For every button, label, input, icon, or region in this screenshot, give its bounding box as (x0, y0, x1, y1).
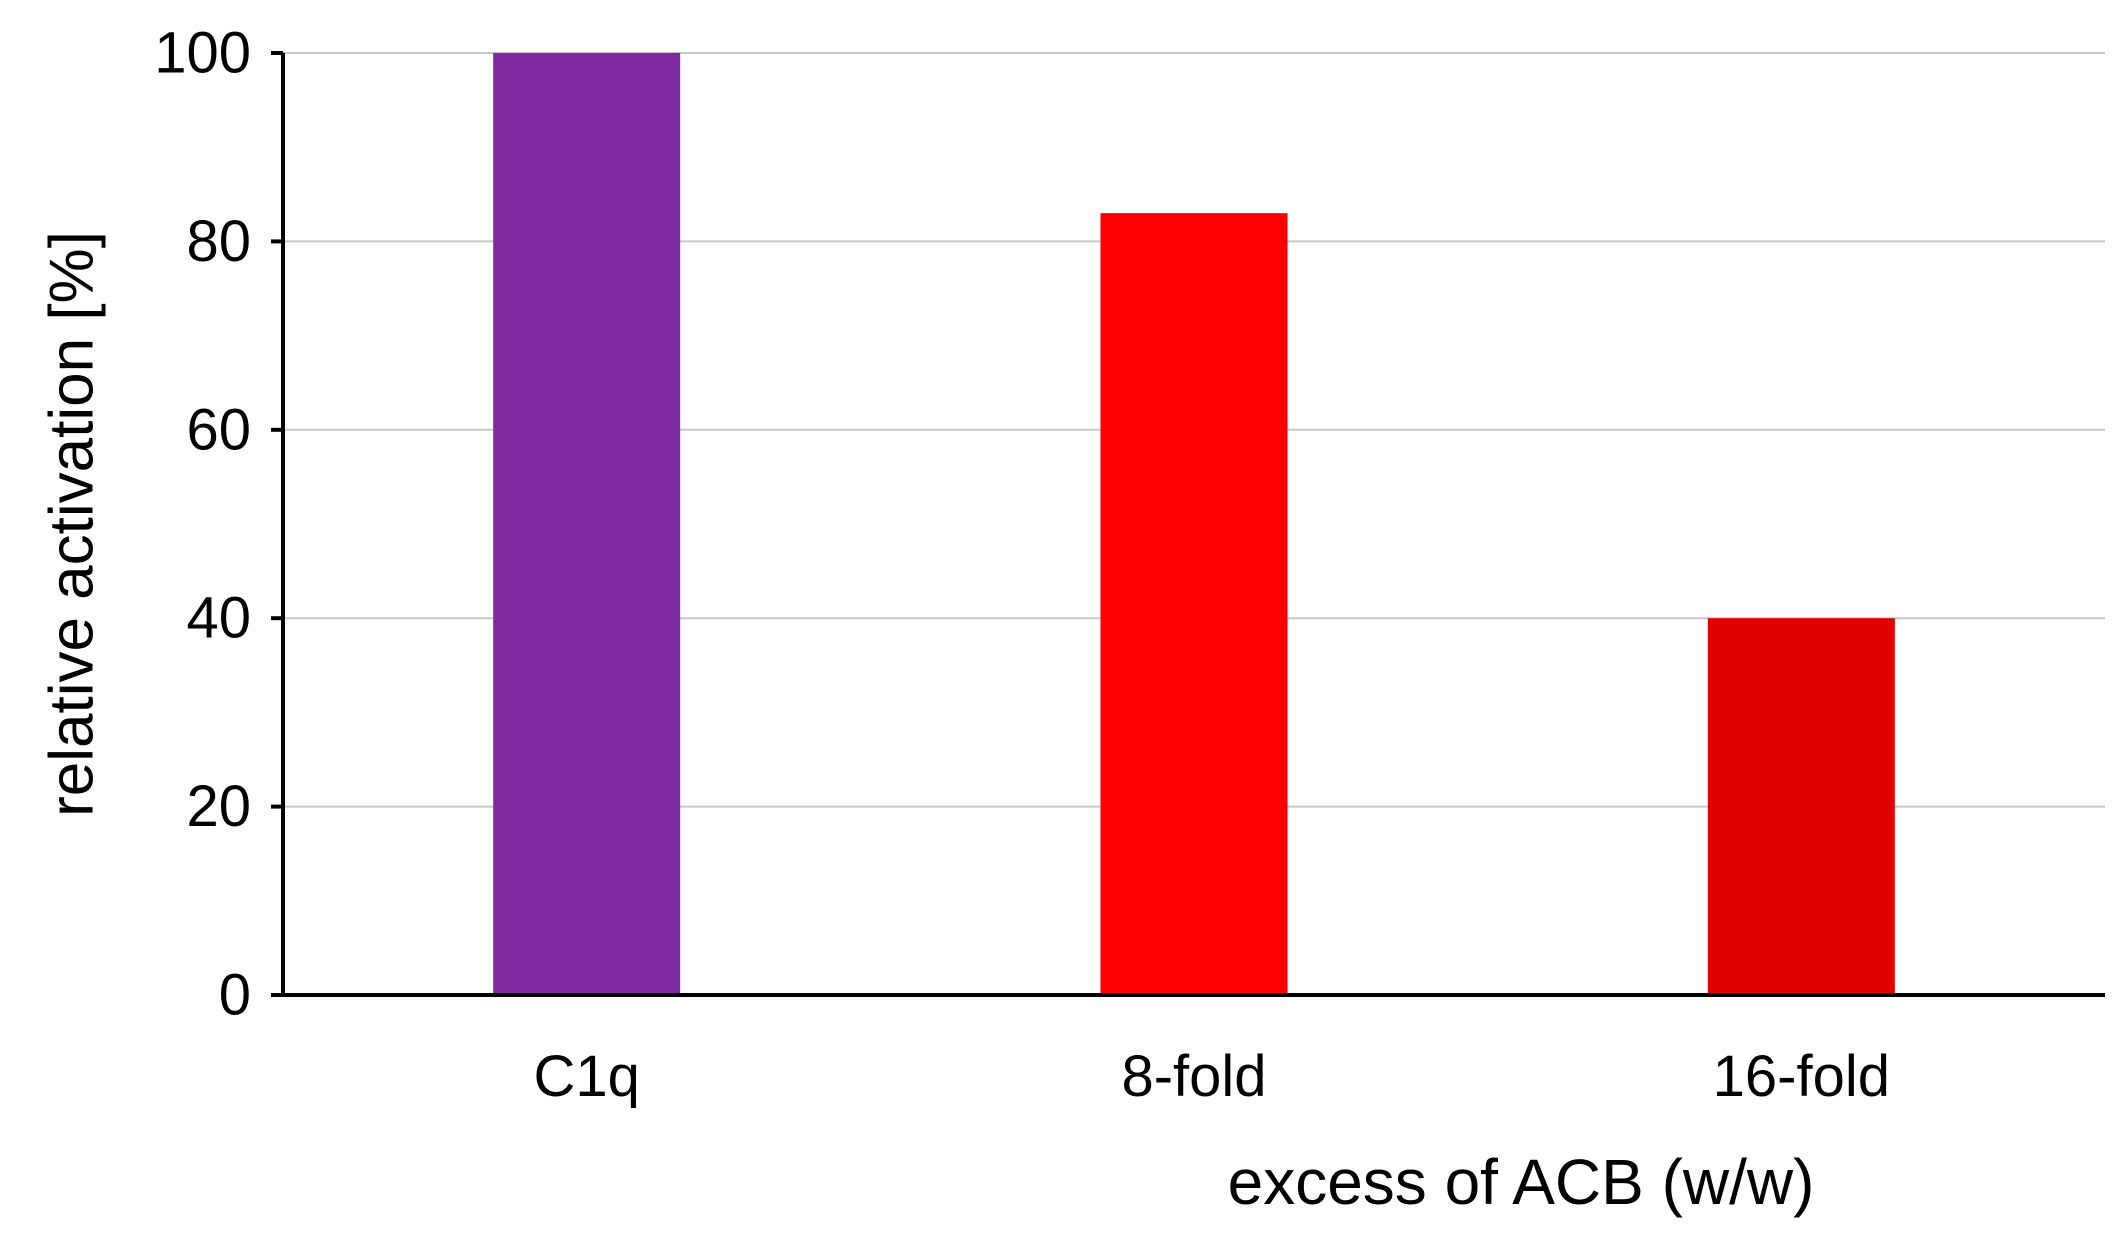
y-tick-label: 100 (154, 21, 251, 86)
y-tick-label: 60 (186, 397, 251, 462)
x-category-label: 8-fold (1121, 1044, 1266, 1109)
y-tick-labels: 0 20 40 60 80 100 (154, 21, 283, 1028)
axes (281, 53, 2105, 997)
bar-c1q (493, 53, 681, 995)
bar-8-fold (1100, 213, 1288, 995)
x-category-label: 16-fold (1713, 1044, 1890, 1109)
y-tick-label: 80 (186, 209, 251, 274)
x-axis-title: excess of ACB (w/w) (1228, 1146, 1815, 1218)
y-axis-title: relative activation [%] (38, 231, 107, 817)
y-tick-label: 0 (219, 963, 251, 1028)
bars (493, 53, 1895, 995)
y-tick-label: 20 (186, 774, 251, 839)
y-tick-label: 40 (186, 586, 251, 651)
x-category-label: C1q (533, 1044, 639, 1109)
bar-16-fold (1707, 618, 1895, 995)
x-category-labels: C1q 8-fold 16-fold (533, 1044, 1890, 1109)
